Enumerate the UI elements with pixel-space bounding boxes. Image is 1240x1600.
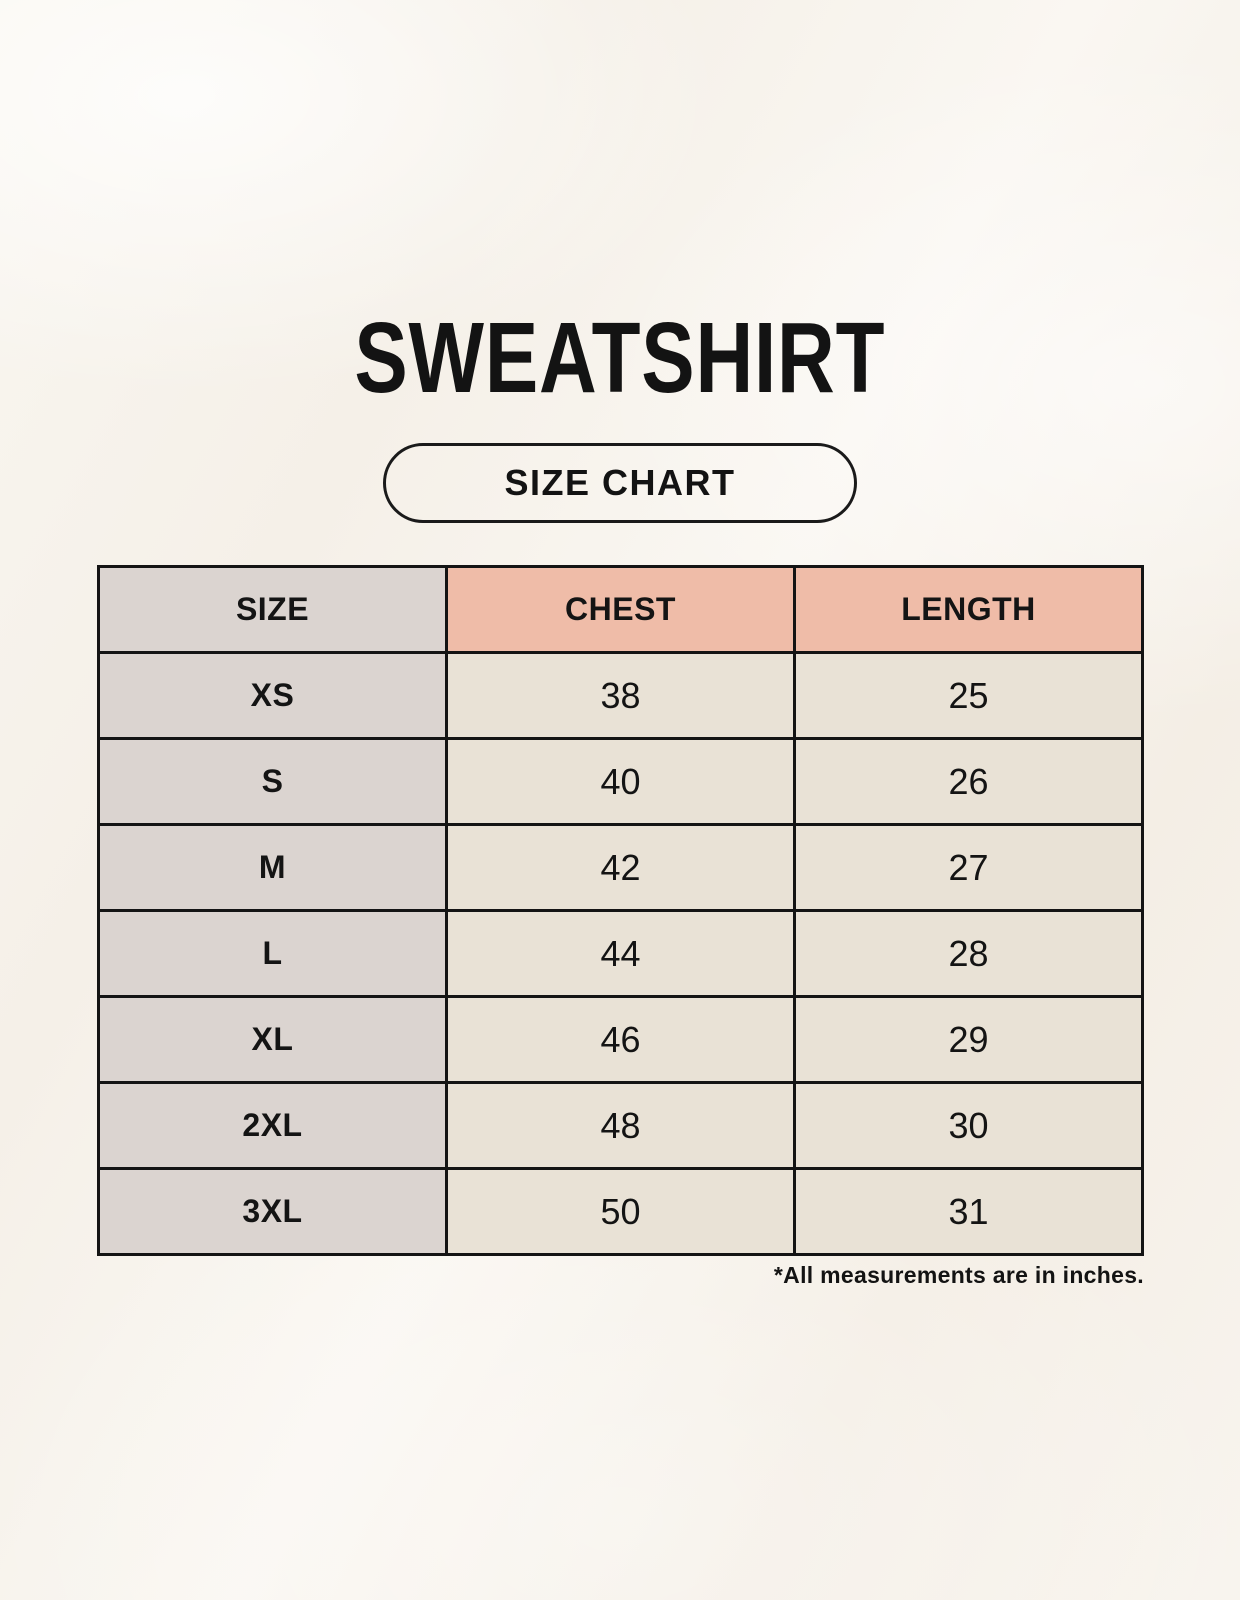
length-cell: 26 [796, 740, 1141, 823]
column-header-size: SIZE [100, 568, 445, 651]
size-cell: S [100, 740, 445, 823]
length-cell: 27 [796, 826, 1141, 909]
chest-cell: 48 [448, 1084, 793, 1167]
length-cell: 25 [796, 654, 1141, 737]
size-cell: 3XL [100, 1170, 445, 1253]
size-cell: XS [100, 654, 445, 737]
chest-cell: 42 [448, 826, 793, 909]
page-title-wrap: SWEATSHIRT [0, 308, 1240, 408]
column-header-chest: CHEST [448, 568, 793, 651]
length-cell: 31 [796, 1170, 1141, 1253]
chest-cell: 44 [448, 912, 793, 995]
column-header-length: LENGTH [796, 568, 1141, 651]
chest-cell: 38 [448, 654, 793, 737]
size-cell: XL [100, 998, 445, 1081]
size-chart-badge: SIZE CHART [383, 443, 857, 523]
measurements-footnote: *All measurements are in inches. [773, 1262, 1144, 1288]
length-cell: 28 [796, 912, 1141, 995]
size-cell: L [100, 912, 445, 995]
size-table: SIZE CHEST LENGTH XS 38 25 S 40 26 M 42 … [97, 565, 1144, 1256]
chest-cell: 46 [448, 998, 793, 1081]
chest-cell: 40 [448, 740, 793, 823]
length-cell: 30 [796, 1084, 1141, 1167]
chest-cell: 50 [448, 1170, 793, 1253]
length-cell: 29 [796, 998, 1141, 1081]
size-cell: M [100, 826, 445, 909]
page-title: SWEATSHIRT [354, 302, 886, 414]
size-chart-badge-label: SIZE CHART [504, 462, 736, 503]
size-cell: 2XL [100, 1084, 445, 1167]
